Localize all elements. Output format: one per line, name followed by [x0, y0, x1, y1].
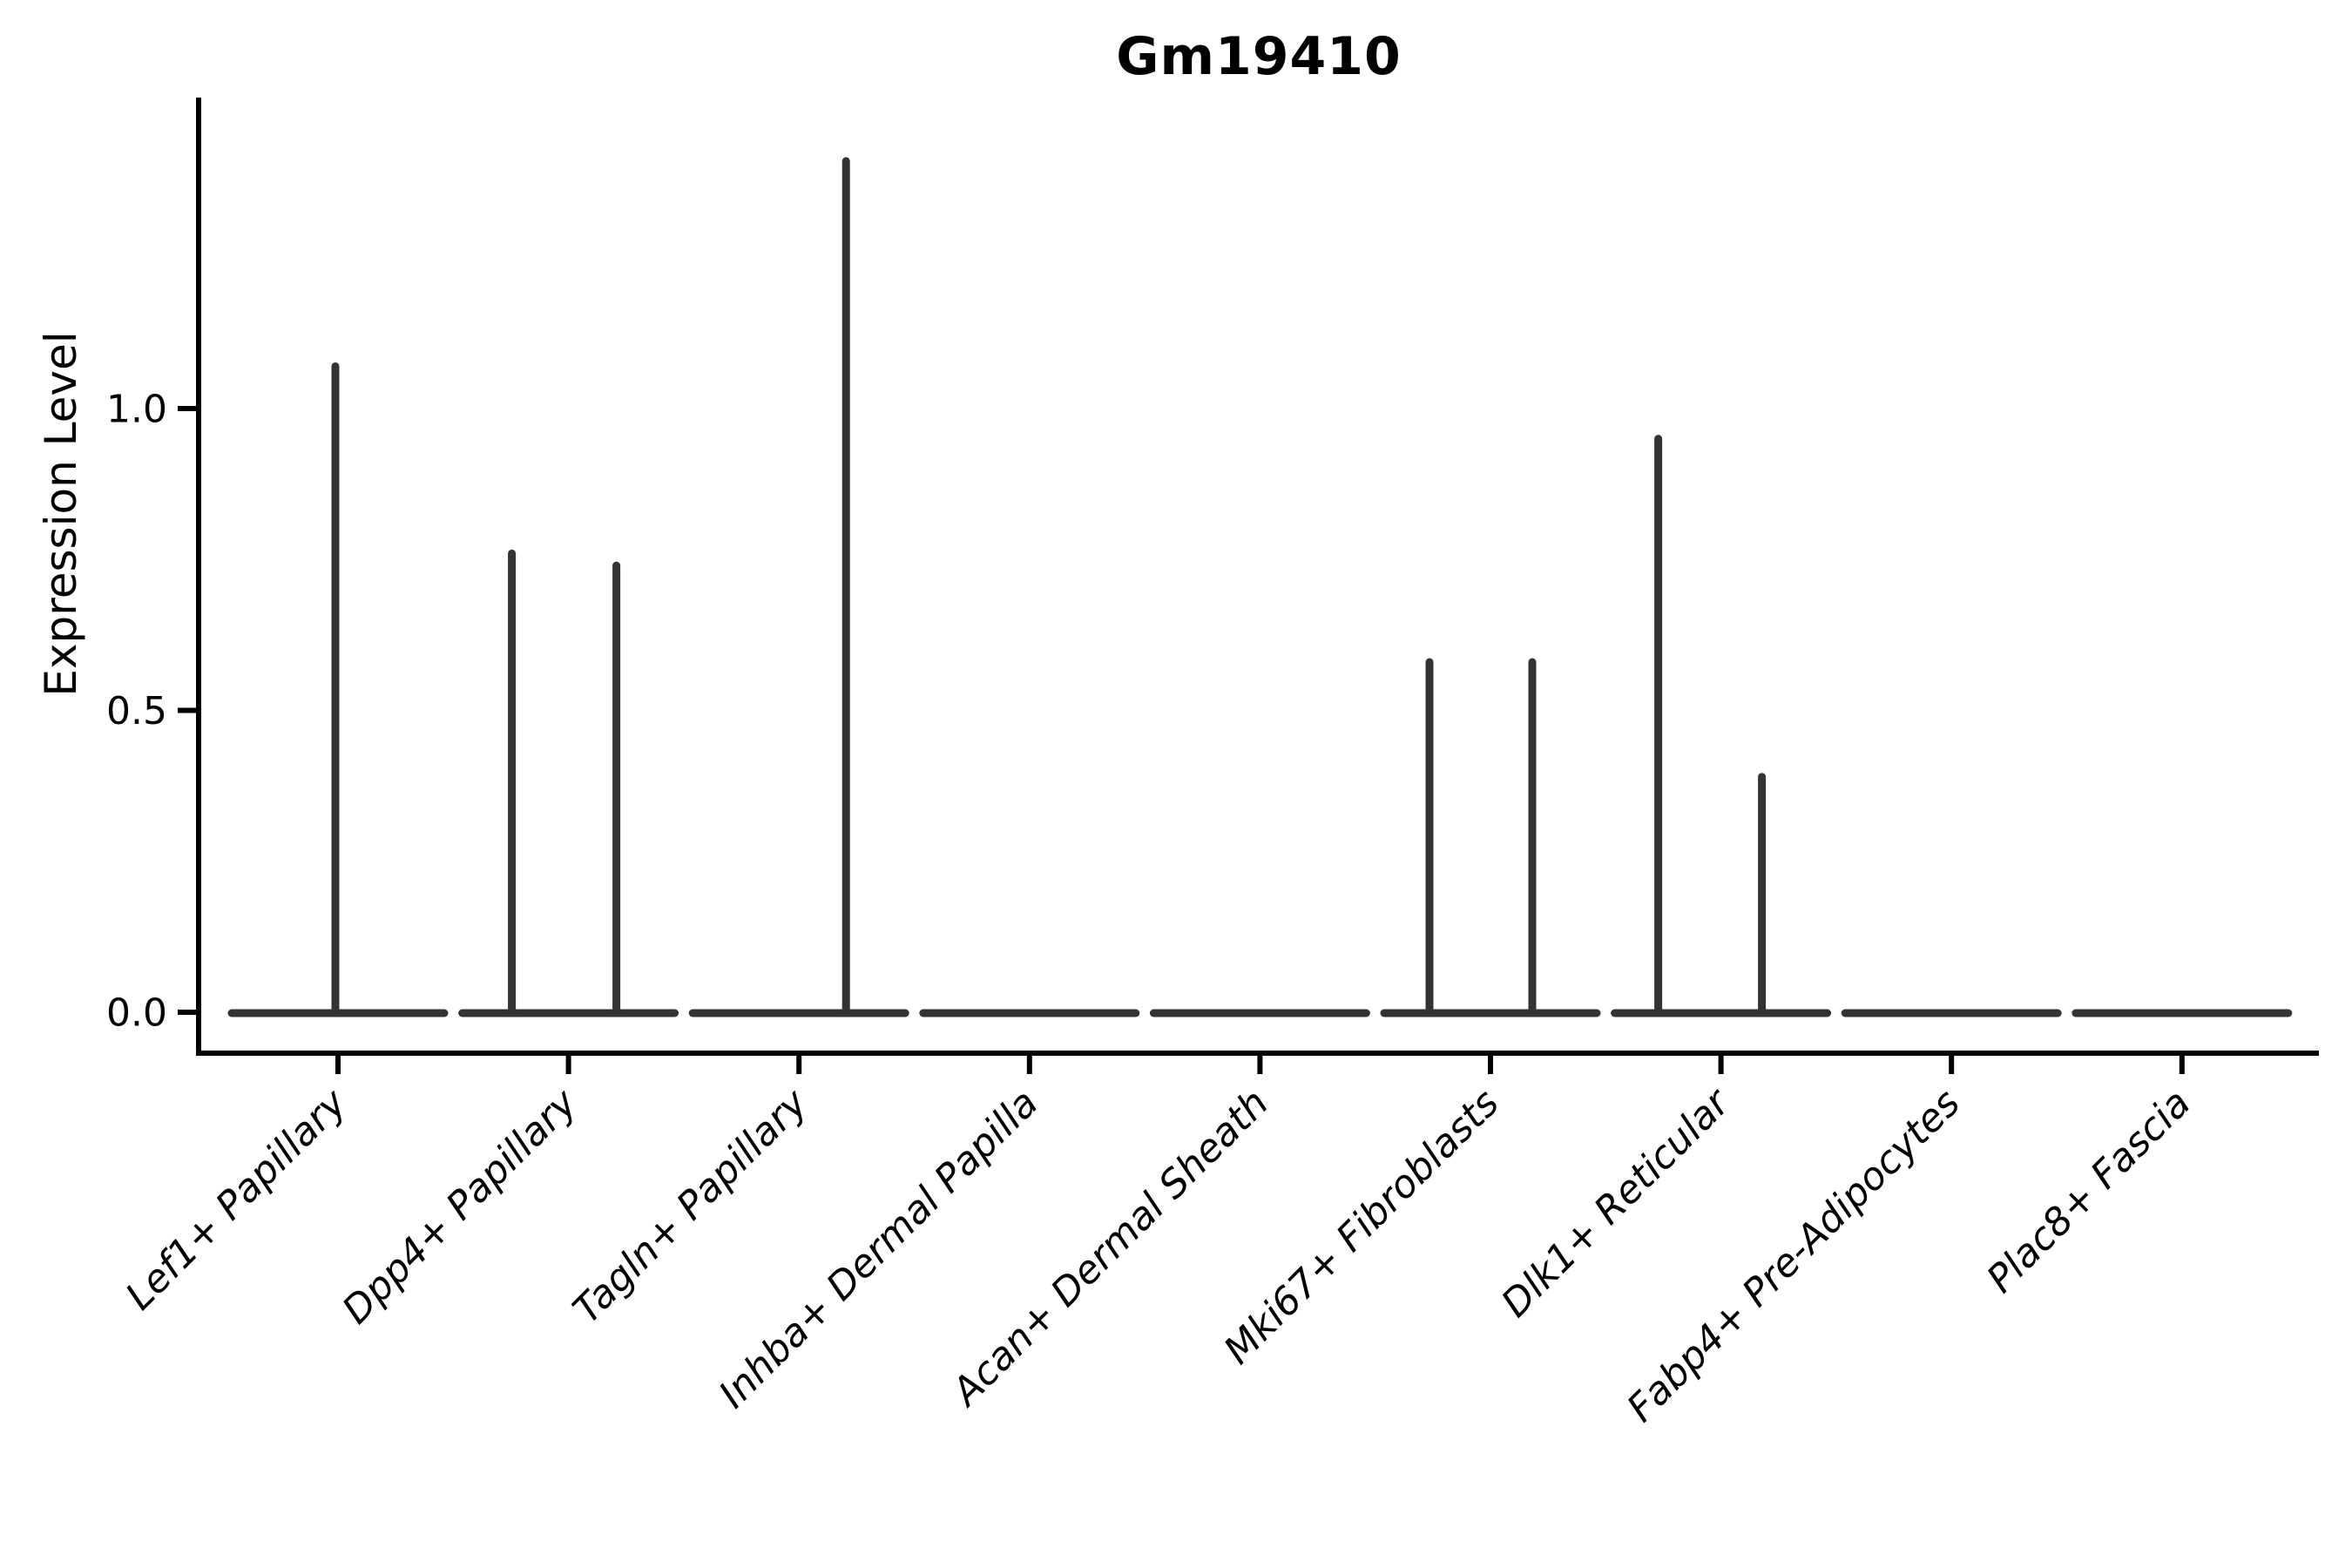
- y-tick-label: 0.5: [106, 689, 167, 733]
- x-category-label: Dpp4+ Papillary: [334, 1080, 586, 1333]
- x-category-label: Plac8+ Fascia: [1978, 1081, 2199, 1301]
- x-category-label: Dlk1+ Reticular: [1493, 1079, 1740, 1326]
- chart-title: Gm19410: [1116, 26, 1402, 87]
- y-tick-label: 1.0: [106, 387, 167, 431]
- y-tick-label: 0.0: [106, 990, 167, 1035]
- y-axis-label: Expression Level: [36, 331, 86, 697]
- x-category-label: Lef1+ Papillary: [118, 1080, 356, 1319]
- x-category-label: Tagln+ Papillary: [564, 1080, 816, 1332]
